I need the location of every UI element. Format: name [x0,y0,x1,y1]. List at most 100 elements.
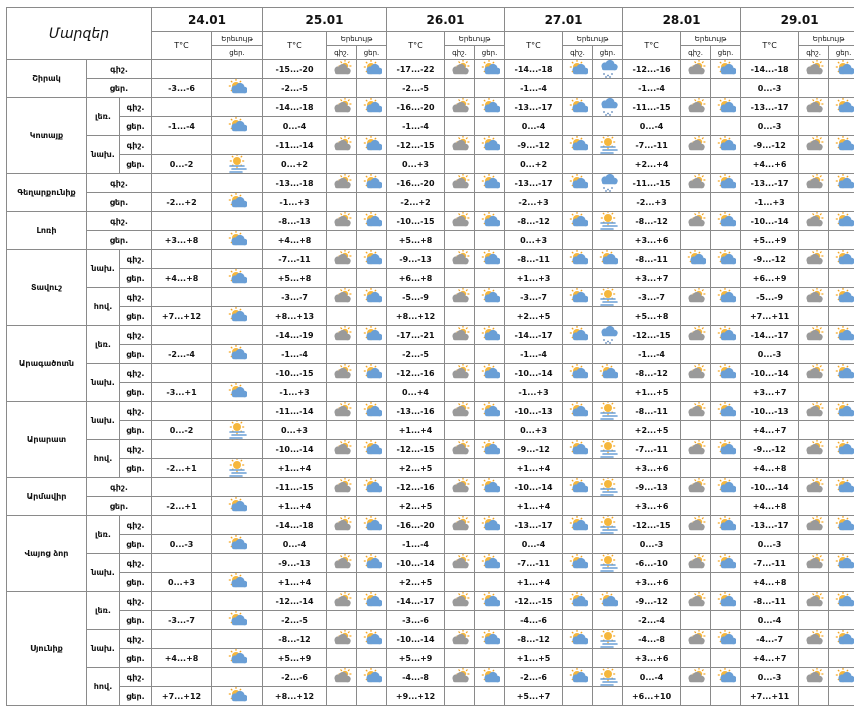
psunny-weather-icon [481,554,500,569]
temperature-cell: -13...-18 [262,173,328,193]
weather-night-cell [680,553,712,573]
temperature-cell: +1...+4 [504,458,564,478]
weather-cell [211,458,264,478]
weather-night-cell [562,458,594,478]
temperature-cell: 0...-3 [151,534,213,554]
weather-night-cell [798,420,830,440]
pcloudy-weather-icon [687,174,705,189]
pcloudy-weather-icon [805,554,823,569]
psunny-weather-icon [481,668,500,683]
weather-day-cell [710,458,742,478]
psunny-weather-icon [569,212,588,227]
weather-night-cell [326,439,358,459]
weather-day-cell [592,610,624,630]
weather-day-cell [474,477,506,497]
time-of-day-label: ցեր. [118,382,153,402]
psunny-weather-icon [228,497,248,512]
temperature-cell: -12...-15 [622,515,682,535]
pcloudy-weather-icon [687,288,705,303]
weather-night-cell [444,382,476,402]
temperature-cell: -16...-20 [386,173,446,193]
weather-day-cell [592,477,624,497]
pcloudy-weather-icon [687,402,705,417]
temperature-cell: 0...-2 [151,154,213,174]
weather-night-cell [326,572,358,592]
psunny-weather-icon [835,136,854,151]
weather-day-cell [592,344,624,364]
weather-day-cell [356,610,388,630]
temperature-cell: -3...+1 [151,382,213,402]
weather-night-cell [798,648,830,668]
pcloudy-weather-icon [333,668,351,683]
weather-day-cell [710,249,742,269]
weather-night-cell [798,78,830,98]
weather-night-cell [326,629,358,649]
weather-day-cell [710,553,742,573]
weather-night-cell [798,610,830,630]
temperature-cell: -9...-12 [504,135,564,155]
weather-day-cell [474,78,506,98]
weather-night-cell [798,572,830,592]
weather-cell [211,686,264,706]
psunny-weather-icon [363,326,382,341]
weather-cell [211,97,264,117]
weather-day-cell [828,629,854,649]
temperature-cell: +4...+8 [262,230,328,250]
weather-day-cell [592,287,624,307]
temperature-cell: -1...-4 [622,344,682,364]
psunny-weather-icon [481,288,500,303]
weather-night-cell [562,173,594,193]
temperature-cell: -14...-18 [740,59,800,79]
weather-night-cell [680,78,712,98]
subregion-label: լեռ. [86,515,120,554]
fog-weather-icon [599,478,618,496]
weather-day-cell [592,173,624,193]
psunny-weather-icon [599,250,618,265]
weather-cell [211,268,264,288]
psunny-weather-icon [835,668,854,683]
temperature-cell: -17...-21 [386,325,446,345]
weather-night-cell [680,439,712,459]
weather-day-cell [356,515,388,535]
temperature-cell: -12...-15 [504,591,564,611]
region-name: Կոտայք [6,97,87,174]
weather-night-cell [798,268,830,288]
weather-cell [211,173,264,193]
psunny-weather-icon [835,98,854,113]
psunny-weather-icon [228,573,248,588]
weather-night-cell [326,610,358,630]
weather-day-cell [592,59,624,79]
weather-day-cell [710,477,742,497]
pcloudy-weather-icon [805,668,823,683]
table-row: ցեր. -2...+2 -1...+3 -2...+2 -2...+3 -2...+3-… [7,192,854,212]
weather-night-cell [562,135,594,155]
temperature-cell: -10...-14 [740,477,800,497]
weather-day-cell [592,439,624,459]
psunny-weather-icon [717,630,736,645]
weather-night-cell [562,154,594,174]
weather-day-cell [828,534,854,554]
weather-night-cell [562,629,594,649]
temperature-cell: +4...+8 [740,458,800,478]
temperature-cell: -11...-15 [262,477,328,497]
time-of-day-label: գիշ. [118,401,153,421]
weather-day-cell [828,686,854,706]
weather-header: Երեւույթ [798,31,854,46]
temperature-cell: +3...+6 [622,458,682,478]
weather-cell [211,515,264,535]
temperature-cell: 0...-3 [622,534,682,554]
temperature-cell: -1...+3 [740,192,800,212]
psunny-weather-icon [835,174,854,189]
pcloudy-weather-icon [687,630,705,645]
temperature-cell: -2...-6 [262,667,328,687]
weather-day-cell [710,496,742,516]
weather-night-cell [798,591,830,611]
time-of-day-label: գիշ. [118,325,153,345]
time-of-day-label: ցեր. [118,458,153,478]
weather-night-cell [562,97,594,117]
snow-weather-icon [600,326,618,344]
pcloudy-weather-icon [451,364,469,379]
weather-day-cell [474,135,506,155]
weather-night-cell [562,648,594,668]
night-header: գիշ. [680,45,712,60]
